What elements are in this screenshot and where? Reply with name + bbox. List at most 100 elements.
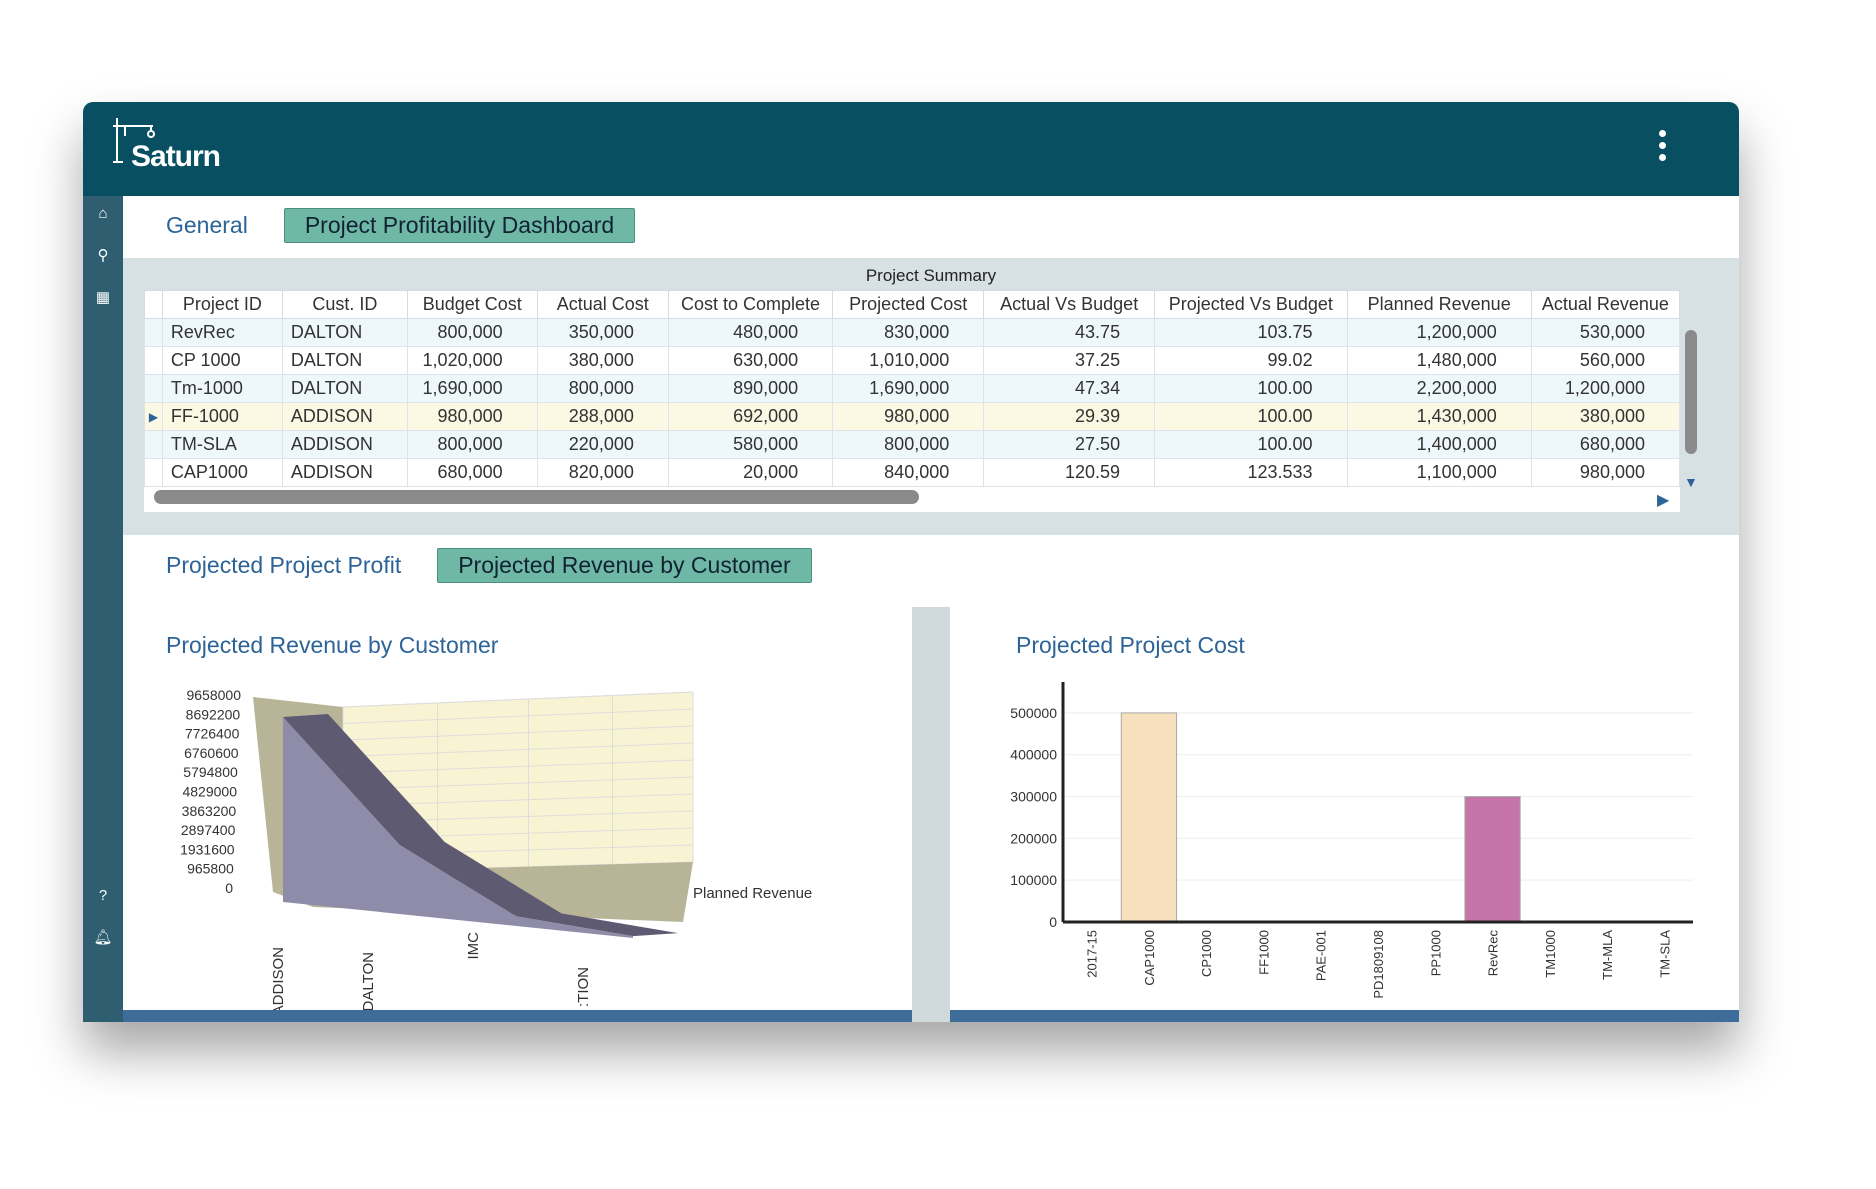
- x-tick-label: PD1809108: [1371, 930, 1386, 999]
- table-cell: 692,000: [667, 402, 834, 431]
- table-cell: 380,000: [1530, 402, 1681, 431]
- table-row[interactable]: ▶ FF-1000 ADDISON 980,000 288,000 692,000 980,…: [144, 402, 1681, 431]
- table-cell: 1,430,000: [1346, 402, 1532, 431]
- table-cell: 840,000: [832, 458, 985, 487]
- tab-project-profitability-dashboard[interactable]: Project Profitability Dashboard: [283, 208, 636, 243]
- y-tick-label: 300000: [1010, 789, 1057, 805]
- table-row[interactable]: CAP1000 ADDISON 680,000 820,000 20,000 840,00…: [144, 458, 1681, 487]
- row-marker: [144, 318, 163, 347]
- x-tick-label: FF1000: [1256, 930, 1271, 975]
- tab-general[interactable]: General: [166, 212, 248, 238]
- x-tick-label: ADDISON: [270, 947, 287, 1012]
- panel-divider[interactable]: [912, 607, 950, 1022]
- column-header[interactable]: Cust. ID: [281, 290, 408, 319]
- x-tick-label: RevRec: [1486, 930, 1501, 977]
- table-row[interactable]: CP 1000 DALTON 1,020,000 380,000 630,000 1,01…: [144, 346, 1681, 375]
- column-header[interactable]: Projected Vs Budget: [1154, 290, 1348, 319]
- table-cell: 47.34: [983, 374, 1156, 403]
- table-cell: 350,000: [536, 318, 669, 347]
- table-cell: 890,000: [667, 374, 834, 403]
- x-tick-label: TM1000: [1543, 930, 1558, 978]
- table-cell: 20,000: [667, 458, 834, 487]
- column-header[interactable]: Projected Cost: [832, 290, 985, 319]
- table-cell: DALTON: [281, 318, 408, 347]
- table-cell: 680,000: [1530, 430, 1681, 459]
- table-cell: 560,000: [1530, 346, 1681, 375]
- column-header[interactable]: Project ID: [161, 290, 283, 319]
- scroll-right-arrow-icon[interactable]: ▶: [1657, 492, 1670, 509]
- y-tick-label: 400000: [1010, 747, 1057, 763]
- y-tick-label: 100000: [1010, 872, 1057, 888]
- y-tick-label: 4829000: [182, 784, 237, 800]
- table-cell: ADDISON: [281, 402, 408, 431]
- bar-revrec: [1464, 796, 1521, 923]
- table-cell: 100.00: [1154, 430, 1348, 459]
- table-title: Project Summary: [865, 266, 997, 285]
- x-tick-label: CAP1000: [1142, 930, 1157, 986]
- tab-projected-project-profit[interactable]: Projected Project Profit: [166, 552, 402, 578]
- table-cell: 830,000: [832, 318, 985, 347]
- table-row[interactable]: Tm-1000 DALTON 1,690,000 800,000 890,000 1,69…: [144, 374, 1681, 403]
- table-row[interactable]: RevRec DALTON 800,000 350,000 480,000 830,000…: [144, 318, 1681, 347]
- cost-chart-title: Projected Project Cost: [1016, 632, 1245, 658]
- table-cell: DALTON: [281, 346, 408, 375]
- table-cell: 29.39: [983, 402, 1156, 431]
- y-tick-label: 9658000: [186, 687, 241, 703]
- table-cell: 1,690,000: [406, 374, 538, 403]
- table-cell: 2,200,000: [1346, 374, 1532, 403]
- table-cell: 800,000: [406, 430, 538, 459]
- table-cell: 800,000: [406, 318, 538, 347]
- grid-icon[interactable]: ▦: [95, 289, 111, 306]
- y-tick-label: 8692200: [186, 706, 241, 722]
- projected-project-cost-chart: 500000 400000 300000 200000 100000 0 2017-15 CA…: [1010, 682, 1693, 999]
- table-row[interactable]: TM-SLA ADDISON 800,000 220,000 580,000 800,00…: [144, 430, 1681, 459]
- table-cell: 1,010,000: [832, 346, 985, 375]
- kebab-menu-button[interactable]: [1655, 130, 1669, 170]
- table-cell: 100.00: [1154, 402, 1348, 431]
- revenue-by-customer-chart: 9658000869220077264006760600579480048290…: [180, 687, 812, 1012]
- bottom-bar-left: [123, 1010, 912, 1022]
- y-tick-label: 7726400: [185, 726, 240, 742]
- row-marker: [144, 430, 163, 459]
- table-cell: 1,400,000: [1346, 430, 1532, 459]
- table-cell: 120.59: [983, 458, 1156, 487]
- table-cell: ADDISON: [281, 458, 408, 487]
- y-tick-label: 1931600: [180, 841, 235, 857]
- table-cell: 800,000: [832, 430, 985, 459]
- column-header[interactable]: Actual Cost: [536, 290, 669, 319]
- table-cell: 27.50: [983, 430, 1156, 459]
- table-cell: 220,000: [536, 430, 669, 459]
- table-header-row: Project ID Cust. ID Budget Cost Actual Cost…: [144, 290, 1681, 319]
- y-tick-label: 0: [1049, 914, 1057, 930]
- row-marker-header: [144, 290, 163, 319]
- horizontal-scrollbar[interactable]: [154, 490, 919, 504]
- table-cell: 980,000: [832, 402, 985, 431]
- app-window: Saturn ⌂ ⚲ ▦ ? 🔔︎ General Project Profit…: [83, 102, 1739, 1022]
- help-icon[interactable]: ?: [98, 887, 108, 904]
- table-cell: 103.75: [1154, 318, 1348, 347]
- area-series-planned-revenue: [283, 717, 633, 938]
- column-header[interactable]: Budget Cost: [406, 290, 538, 319]
- scroll-down-arrow-icon[interactable]: ▼: [1684, 474, 1698, 490]
- column-header[interactable]: Cost to Complete: [667, 290, 834, 319]
- y-tick-label: 500000: [1010, 705, 1057, 721]
- x-tick-label: IMC: [465, 932, 482, 960]
- table-cell: 1,100,000: [1346, 458, 1532, 487]
- y-tick-label: 6760600: [184, 745, 239, 761]
- table-cell: TM-SLA: [161, 430, 283, 459]
- bottom-bar-right: [950, 1010, 1739, 1022]
- bell-icon[interactable]: 🔔︎: [93, 929, 113, 946]
- y-tick-label: 3863200: [182, 803, 237, 819]
- table-cell: Tm-1000: [161, 374, 283, 403]
- vertical-scrollbar[interactable]: [1685, 330, 1697, 454]
- table-cell: 37.25: [983, 346, 1156, 375]
- table-cell: FF-1000: [161, 402, 283, 431]
- column-header[interactable]: Actual Revenue: [1530, 290, 1681, 319]
- tab-projected-revenue-by-customer[interactable]: Projected Revenue by Customer: [437, 548, 812, 583]
- column-header[interactable]: Planned Revenue: [1346, 290, 1532, 319]
- table-cell: 980,000: [406, 402, 538, 431]
- home-icon[interactable]: ⌂: [98, 205, 108, 222]
- bar-cap1000: [1120, 712, 1178, 923]
- search-icon[interactable]: ⚲: [97, 247, 109, 264]
- column-header[interactable]: Actual Vs Budget: [983, 290, 1156, 319]
